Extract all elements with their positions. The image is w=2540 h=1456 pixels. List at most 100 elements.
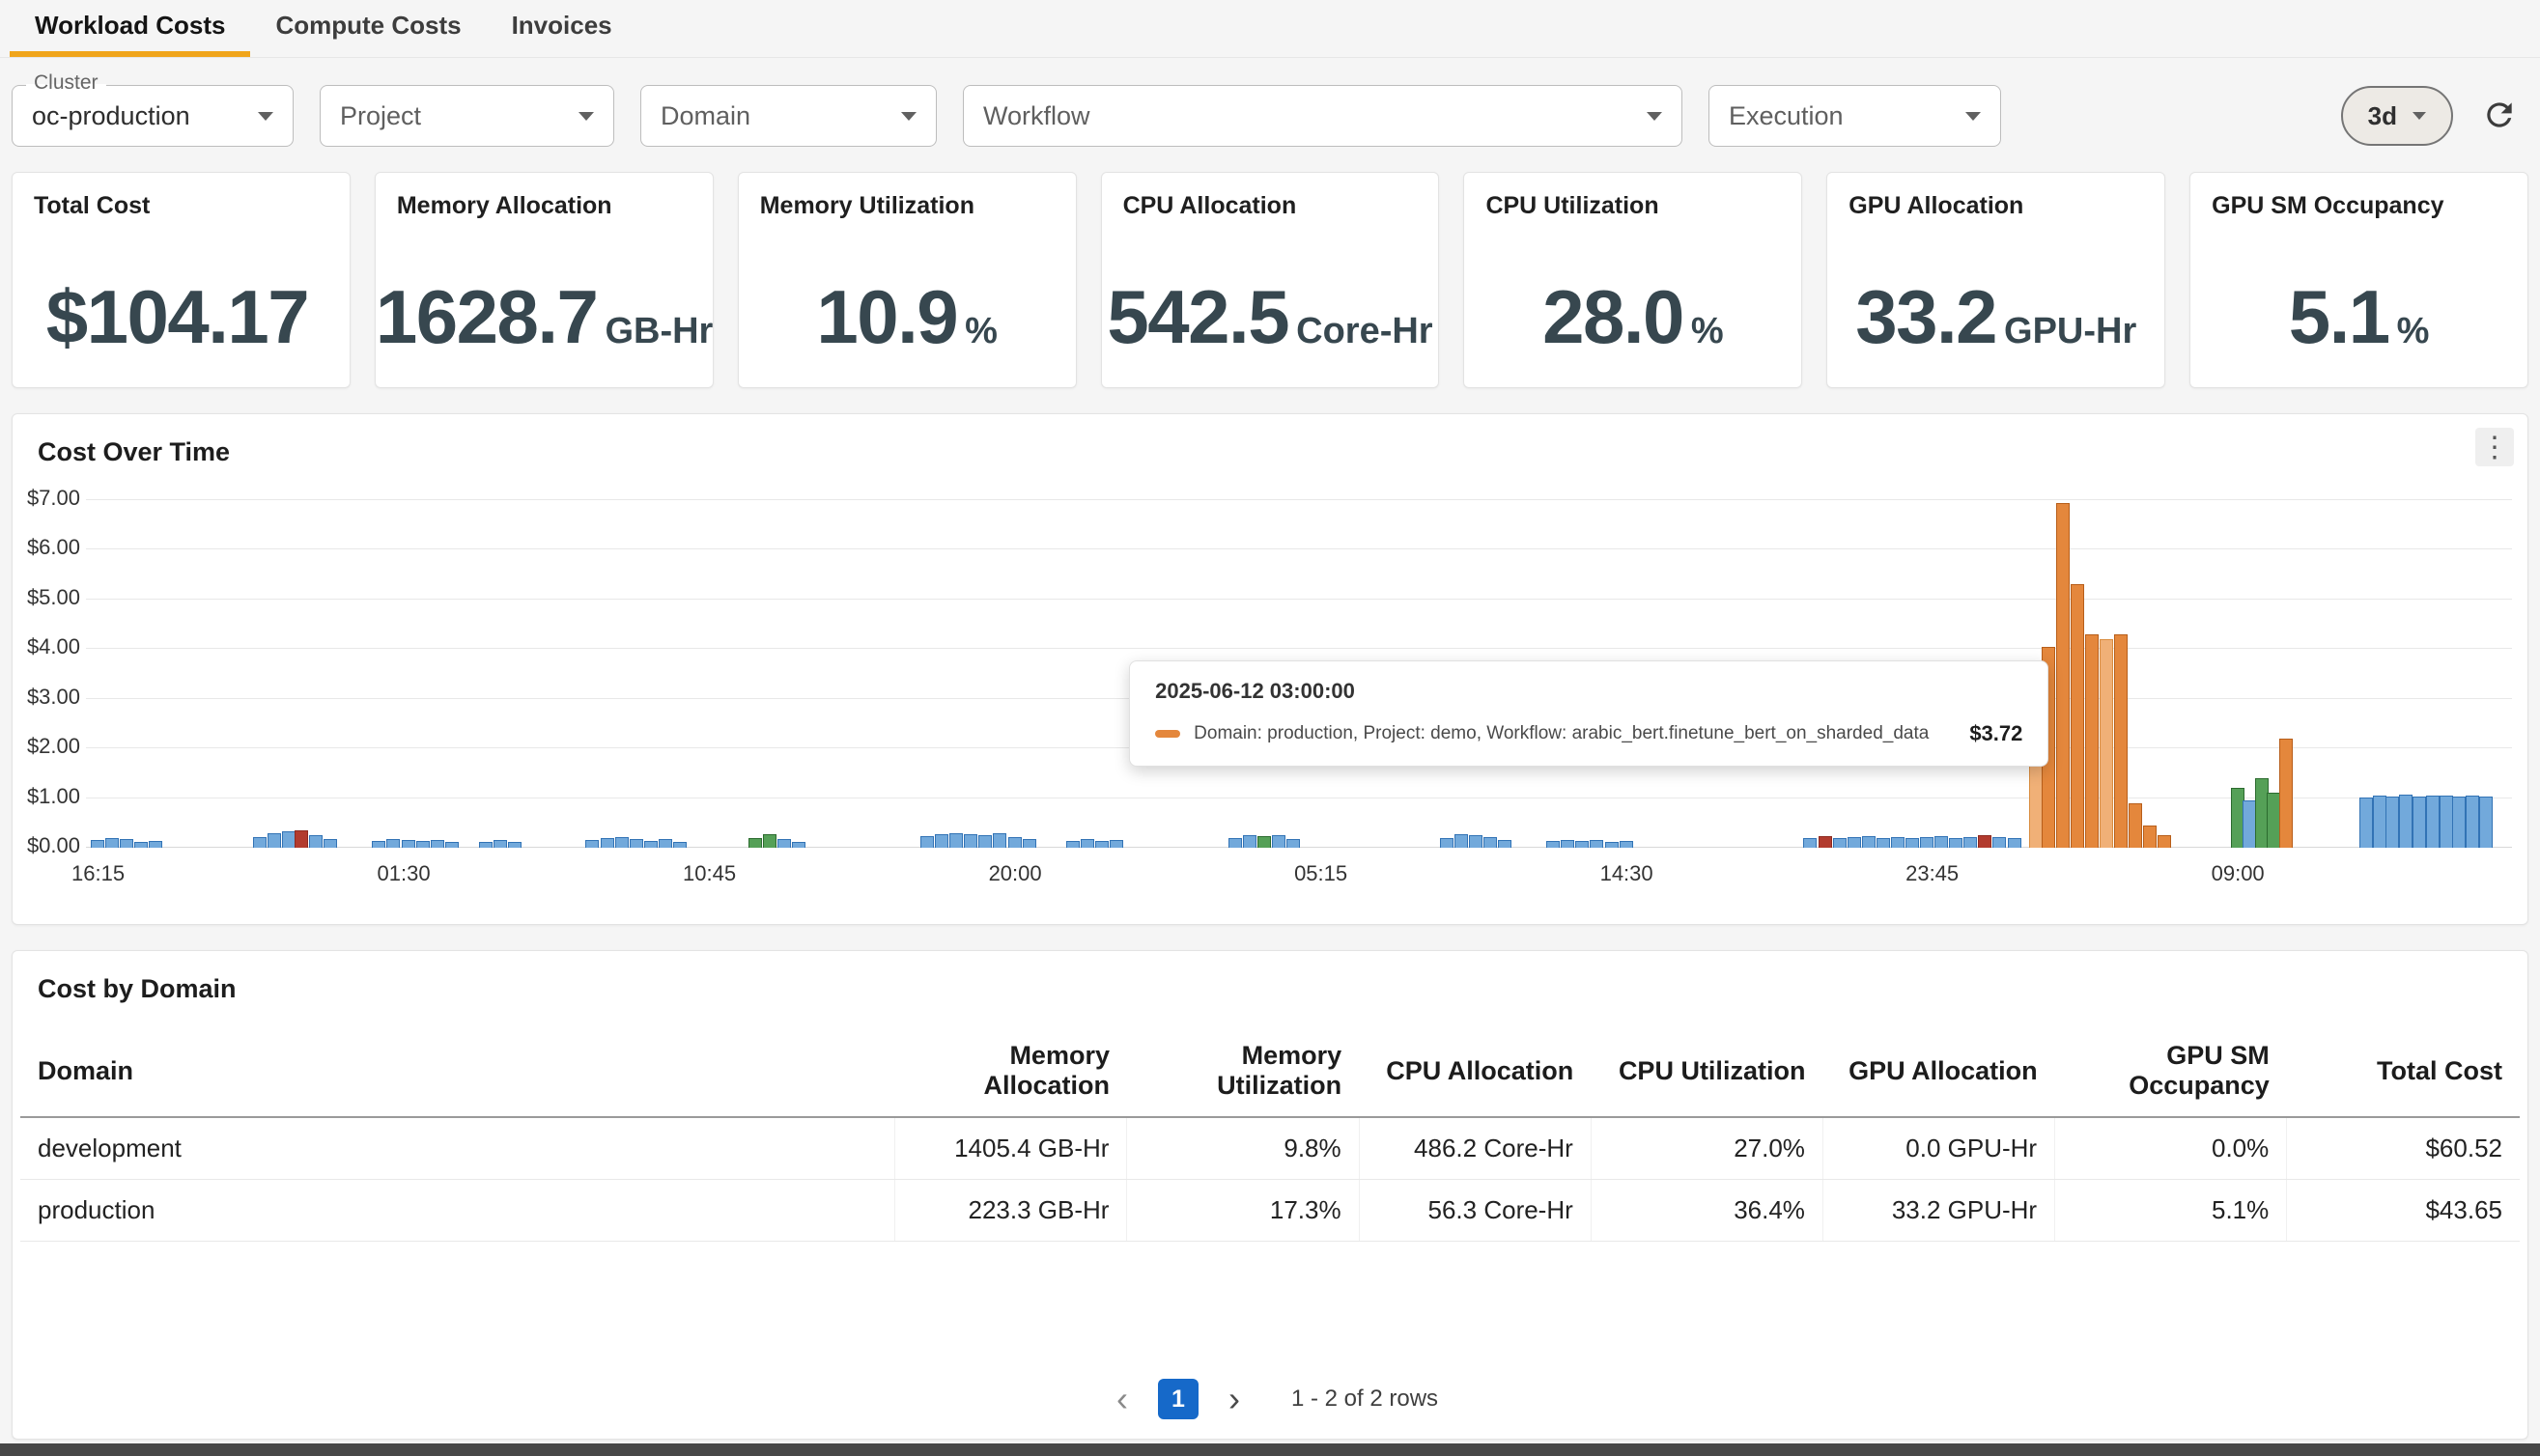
chart-bar[interactable]	[2385, 797, 2399, 848]
chart-bar[interactable]	[615, 837, 629, 848]
execution-select[interactable]: Execution	[1708, 85, 2001, 147]
chart-bar[interactable]	[601, 838, 614, 848]
chart-bar[interactable]	[1023, 839, 1036, 848]
chart-bar[interactable]	[1848, 837, 1861, 848]
chart-bar[interactable]	[431, 840, 444, 848]
chart-bar[interactable]	[1498, 840, 1511, 848]
chart-bar[interactable]	[2440, 796, 2453, 849]
chart-bar[interactable]	[1891, 837, 1905, 848]
chart-bar[interactable]	[253, 837, 267, 848]
tab-invoices[interactable]: Invoices	[487, 0, 637, 57]
chart-bar[interactable]	[1963, 837, 1977, 848]
chart-bar[interactable]	[1228, 838, 1242, 848]
chart-bar[interactable]	[2452, 797, 2466, 848]
chart-bar[interactable]	[1833, 838, 1847, 848]
chart-bar[interactable]	[2373, 796, 2386, 849]
chart-bar[interactable]	[2100, 639, 2113, 848]
chart-bar[interactable]	[1978, 835, 1991, 848]
chart-bar[interactable]	[1008, 837, 1022, 848]
refresh-button[interactable]	[2478, 95, 2521, 137]
chart-bar[interactable]	[494, 840, 507, 848]
chart-bar[interactable]	[748, 838, 762, 848]
chart-bar[interactable]	[1469, 835, 1482, 848]
chart-bar[interactable]	[309, 835, 323, 848]
chart-bar[interactable]	[659, 839, 672, 848]
workflow-select[interactable]: Workflow	[963, 85, 1682, 147]
domain-select[interactable]: Domain	[640, 85, 937, 147]
chart-bar[interactable]	[1110, 840, 1123, 848]
value-cell: $60.52	[2287, 1117, 2520, 1180]
chart-bar[interactable]	[630, 839, 643, 848]
cluster-select[interactable]: Cluster oc-production	[12, 85, 294, 147]
chart-bar[interactable]	[105, 838, 119, 848]
chart-bar[interactable]	[2143, 826, 2157, 848]
next-page-button[interactable]: ›	[1214, 1379, 1255, 1419]
chart-bar[interactable]	[1257, 836, 1271, 848]
chart-bar[interactable]	[2399, 795, 2413, 848]
chart-bar[interactable]	[149, 841, 162, 848]
tab-compute-costs[interactable]: Compute Costs	[250, 0, 486, 57]
chart-bar[interactable]	[2466, 796, 2479, 848]
chart-bar[interactable]	[585, 840, 599, 848]
chart-bar[interactable]	[1272, 835, 1285, 848]
chart-bar[interactable]	[1575, 841, 1589, 848]
chart-bar[interactable]	[1243, 835, 1256, 848]
chart-bar[interactable]	[964, 834, 977, 848]
project-select[interactable]: Project	[320, 85, 614, 147]
chart-bar[interactable]	[2158, 835, 2171, 848]
chart-bar[interactable]	[1440, 838, 1453, 848]
chart-bar[interactable]	[1546, 841, 1560, 848]
chart-bar[interactable]	[1454, 834, 1468, 848]
chart-bar[interactable]	[268, 833, 281, 848]
chart-bar[interactable]	[2085, 634, 2099, 848]
chart-bar[interactable]	[402, 840, 415, 848]
chart-bar[interactable]	[120, 839, 133, 848]
chart-bar[interactable]	[1920, 837, 1933, 848]
chart-bar[interactable]	[1095, 841, 1109, 848]
chart-bar[interactable]	[1803, 838, 1817, 848]
chart-bar[interactable]	[1483, 837, 1497, 848]
chart-bar[interactable]	[2114, 634, 2128, 848]
chart-bar[interactable]	[920, 836, 934, 848]
chart-bar[interactable]	[644, 841, 658, 848]
chart-bar[interactable]	[1905, 838, 1919, 848]
chart-bar[interactable]	[1081, 839, 1094, 848]
chart-bar[interactable]	[1877, 838, 1890, 848]
chart-bar[interactable]	[935, 834, 948, 848]
chart-bar[interactable]	[2008, 838, 2021, 848]
chart-bar[interactable]	[1590, 840, 1603, 848]
chart-bar[interactable]	[1934, 836, 1948, 848]
chart-bar[interactable]	[1949, 838, 1962, 848]
chart-bar[interactable]	[1561, 840, 1574, 848]
chart-bar[interactable]	[2413, 797, 2426, 848]
chart-bar[interactable]	[91, 840, 104, 848]
chart-bar[interactable]	[324, 839, 337, 848]
chart-bar[interactable]	[2071, 584, 2084, 848]
chart-bar[interactable]	[1819, 836, 1832, 848]
chart-bar[interactable]	[2479, 797, 2493, 848]
chart-bar[interactable]	[416, 841, 430, 848]
chart-bar[interactable]	[386, 839, 400, 848]
chart-bar[interactable]	[1620, 841, 1633, 848]
tab-workload-costs[interactable]: Workload Costs	[10, 0, 250, 57]
chart-bar[interactable]	[1992, 837, 2006, 848]
chart-bar[interactable]	[372, 841, 385, 848]
chart-bar[interactable]	[2359, 798, 2373, 848]
chart-bar[interactable]	[949, 833, 963, 848]
chart-bar[interactable]	[1286, 839, 1300, 848]
time-range-select[interactable]: 3d	[2341, 86, 2453, 146]
chart-bar[interactable]	[295, 830, 308, 849]
chart-bar[interactable]	[777, 839, 791, 848]
chart-menu-button[interactable]: ⋮	[2475, 428, 2514, 466]
chart-bar[interactable]	[993, 833, 1006, 848]
chart-bar[interactable]	[1862, 836, 1876, 848]
chart-bar[interactable]	[2056, 503, 2070, 848]
chart-bar[interactable]	[1066, 841, 1080, 848]
chart-bar[interactable]	[2129, 803, 2142, 848]
chart-bar[interactable]	[2279, 739, 2293, 848]
chart-bar[interactable]	[978, 835, 992, 848]
current-page-button[interactable]: 1	[1158, 1379, 1199, 1419]
chart-bar[interactable]	[2426, 796, 2440, 848]
chart-bar[interactable]	[763, 834, 776, 848]
prev-page-button[interactable]: ‹	[1102, 1379, 1143, 1419]
